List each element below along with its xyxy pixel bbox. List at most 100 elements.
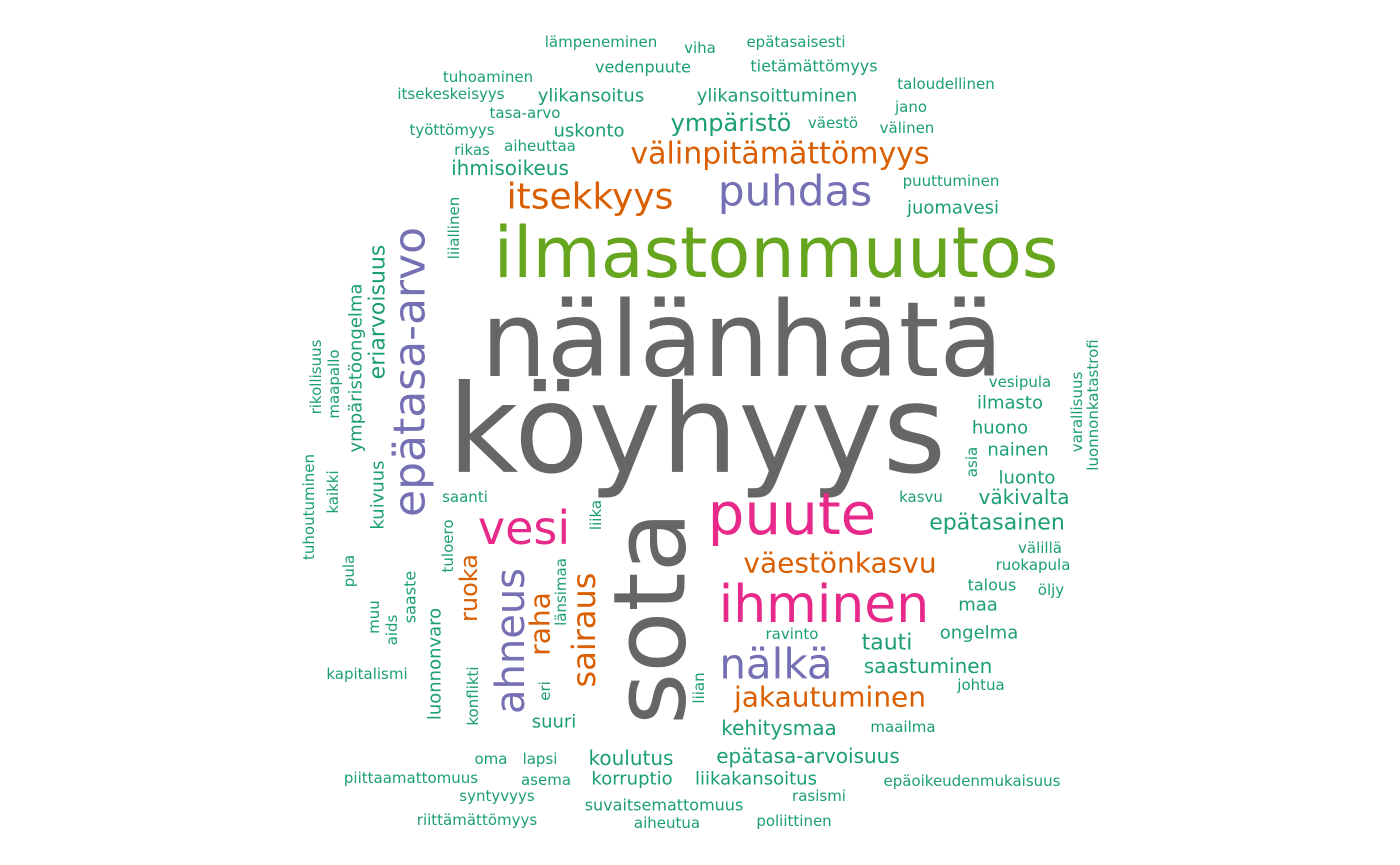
word-37: ylikansoitus — [538, 86, 644, 107]
word-15: jakautuminen — [733, 681, 926, 714]
word-76: aiheutua — [634, 814, 700, 832]
word-74: rasismi — [792, 787, 846, 805]
word-77: riittämättömyys — [417, 811, 538, 829]
word-16: sairaus — [565, 573, 603, 688]
word-79: piittaamattomuus — [344, 769, 478, 787]
word-46: luonnonvaro — [425, 608, 446, 720]
word-7: vesi — [478, 501, 570, 555]
word-88: taloudellinen — [897, 75, 994, 93]
word-1: köyhyys — [448, 359, 946, 501]
word-50: ravinto — [766, 625, 819, 643]
word-3: sota — [592, 511, 709, 725]
word-24: saastuminen — [864, 654, 993, 678]
word-29: koulutus — [589, 746, 674, 770]
word-25: väkivalta — [979, 485, 1070, 509]
word-82: lapsi — [523, 750, 558, 768]
word-90: työttömyys — [409, 121, 494, 139]
word-31: ongelma — [940, 623, 1019, 644]
word-63: liiallinen — [445, 197, 463, 259]
word-38: uskonto — [553, 121, 624, 142]
word-66: eri — [536, 681, 554, 701]
word-54: tuhoutuminen — [300, 454, 318, 560]
word-39: vedenpuute — [595, 58, 691, 77]
word-65: liika — [587, 500, 605, 530]
word-18: ruoka — [455, 554, 483, 622]
word-19: ympäristö — [671, 109, 792, 137]
word-87: jano — [894, 98, 927, 116]
word-49: talous — [968, 576, 1017, 595]
word-27: ylikansoittuminen — [697, 86, 858, 107]
word-14: väestönkasvu — [743, 547, 936, 580]
word-35: luonto — [999, 468, 1056, 489]
word-53: rikollisuus — [307, 339, 325, 414]
word-10: nälkä — [719, 640, 832, 689]
word-100: asia — [963, 447, 981, 477]
word-44: liikakansoitus — [695, 769, 817, 790]
word-97: epätasaisesti — [746, 33, 845, 51]
word-5: puute — [708, 480, 877, 548]
word-62: saanti — [442, 488, 488, 506]
word-4: ilmastonmuutos — [494, 212, 1059, 294]
word-81: oma — [475, 750, 508, 768]
word-17: raha — [524, 592, 557, 656]
word-28: ympäristöongelma — [346, 284, 367, 453]
word-34: nainen — [987, 440, 1048, 461]
word-83: epäoikeudenmukaisuus — [884, 772, 1061, 790]
word-12: itsekkyys — [507, 177, 674, 218]
word-48: saaste — [401, 571, 420, 623]
word-68: kasvu — [899, 488, 943, 506]
word-40: tietämättömyys — [750, 57, 877, 76]
word-95: lämpeneminen — [545, 33, 657, 51]
word-93: itsekeskeisyys — [397, 85, 504, 103]
word-78: syntyvyys — [459, 787, 535, 805]
word-26: ihmisoikeus — [451, 156, 569, 180]
word-55: kaikki — [324, 470, 342, 513]
word-51: vesipula — [989, 373, 1051, 391]
word-85: väestö — [808, 114, 858, 132]
word-80: asema — [521, 771, 571, 789]
word-33: huono — [972, 418, 1028, 439]
word-41: maa — [958, 595, 998, 616]
word-23: kehitysmaa — [721, 716, 837, 740]
word-72: johtua — [956, 676, 1004, 694]
word-73: maailma — [870, 718, 935, 736]
word-22: tauti — [862, 631, 913, 656]
word-75: poliittinen — [756, 812, 831, 830]
word-60: konflikti — [464, 666, 482, 725]
word-96: viha — [684, 39, 716, 57]
word-67: liian — [690, 672, 708, 703]
word-99: luonnonkatastrofi — [1084, 339, 1102, 470]
word-11: ahneus — [488, 568, 534, 714]
word-86: välinen — [880, 119, 935, 137]
word-45: suvaitsemattomuus — [585, 796, 744, 815]
word-52: maapallo — [325, 349, 343, 418]
word-61: tuloero — [439, 520, 457, 573]
word-21: eriarvoisuus — [366, 245, 391, 380]
word-32: ilmasto — [977, 393, 1043, 414]
word-30: epätasa-arvoisuus — [716, 744, 900, 768]
word-13: välinpitämättömyys — [630, 137, 929, 172]
word-56: pula — [340, 555, 358, 587]
word-94: tuhoaminen — [443, 68, 533, 86]
word-91: aiheuttaa — [504, 137, 576, 155]
word-8: epätasa-arvo — [385, 227, 436, 517]
word-69: välillä — [1018, 539, 1062, 557]
word-9: puhdas — [718, 167, 872, 216]
word-2: nälänhätä — [481, 279, 1003, 401]
word-47: kuivuus — [368, 460, 389, 529]
word-36: juomavesi — [906, 198, 999, 219]
word-89: tasa-arvo — [490, 104, 561, 122]
word-98: varallisuus — [1068, 372, 1086, 453]
word-84: puuttuminen — [903, 172, 1000, 190]
word-59: kapitalismi — [326, 665, 407, 683]
word-64: länsimaa — [552, 558, 570, 626]
word-70: ruokapula — [996, 556, 1071, 574]
word-42: suuri — [532, 712, 577, 733]
word-57: muu — [365, 600, 383, 634]
word-58: aids — [383, 614, 401, 645]
word-92: rikas — [454, 141, 490, 159]
word-43: korruptio — [591, 769, 672, 790]
word-71: öljy — [1038, 581, 1065, 599]
word-6: ihminen — [719, 575, 929, 635]
